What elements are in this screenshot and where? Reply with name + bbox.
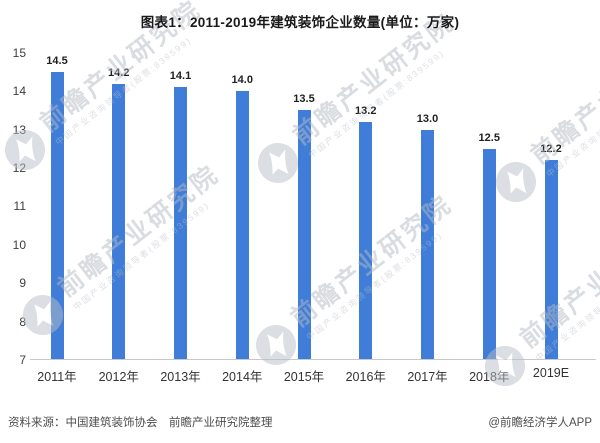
x-axis-line: [30, 359, 596, 360]
watermark-texts: 前瞻产业研究院中国产业咨询领导者(股票:839599): [286, 190, 465, 342]
bar-value-label: 13.5: [293, 93, 315, 106]
x-axis-category-label: 2017年: [407, 370, 448, 384]
watermark: 前瞻产业研究院中国产业咨询领导者(股票:839599): [487, 27, 600, 212]
bar-2018年: [482, 148, 496, 360]
x-axis-category-label: 2011年: [37, 370, 77, 384]
bar-2013年: [174, 87, 187, 360]
footer: 资料来源：中国建筑装饰协会 前瞻产业研究院整理 @前瞻经济学人APP: [8, 414, 592, 430]
x-axis-category-label: 2016年: [345, 370, 386, 384]
bar-value-label: 13.0: [416, 112, 439, 125]
x-axis-category-label: 2014年: [222, 370, 263, 384]
y-axis-tick-label: 14: [12, 84, 26, 99]
watermark-subtext: 中国产业咨询领导者(股票:839599): [533, 250, 600, 363]
watermark-text: 前瞻产业研究院: [52, 159, 225, 303]
bar-2017年: [421, 129, 434, 360]
bar-2011年: [50, 72, 64, 360]
bar-2015年: [297, 110, 311, 360]
watermark-text: 前瞻产业研究院: [515, 211, 600, 354]
x-axis-category-label: 2015年: [283, 370, 325, 384]
y-axis-tick-label: 7: [19, 353, 26, 367]
bar-value-label: 12.2: [540, 143, 562, 156]
y-axis-tick-label: 15: [12, 45, 26, 60]
x-axis-category-label: 2013年: [160, 370, 201, 384]
x-axis-category-label: 2019E: [532, 366, 570, 380]
bar-value-label: 14.0: [231, 74, 253, 87]
x-axis-category-label: 2018年: [469, 370, 510, 384]
x-axis-category-label: 2012年: [98, 370, 139, 384]
watermark-texts: 前瞻产业研究院中国产业咨询领导者(股票:839599): [52, 159, 232, 312]
y-axis-tick-label: 9: [19, 276, 26, 291]
y-axis-tick-label: 11: [13, 199, 26, 214]
bar-2014年: [235, 91, 249, 360]
brand-credit: @前瞻经济学人APP: [488, 417, 592, 429]
watermark-subtext: 中国产业咨询领导者(股票:839599): [306, 47, 447, 160]
bar-value-label: 14.5: [46, 55, 68, 67]
watermark-subtext: 中国产业咨询领导者(股票:839599): [71, 199, 212, 312]
watermark-subtext: 中国产业咨询领导者(股票:839599): [53, 34, 194, 147]
bar-2012年: [112, 83, 126, 360]
bar-2016年: [359, 121, 373, 360]
chart-title: 图表1：2011-2019年建筑装饰企业数量(单位：万家): [140, 15, 460, 30]
source-note: 资料来源：中国建筑装饰协会 前瞻产业研究院整理: [8, 417, 273, 429]
bar-value-label: 14.2: [108, 66, 130, 79]
bar-value-label: 13.2: [355, 104, 377, 117]
watermark-texts: 前瞻产业研究院中国产业咨询领导者(股票:839599): [288, 8, 467, 160]
y-axis-tick-label: 8: [19, 314, 26, 329]
bar-value-label: 14.1: [169, 70, 192, 83]
bar-2019E: [544, 160, 558, 360]
watermark-texts: 前瞻产业研究院中国产业咨询领导者(股票:839599): [526, 27, 600, 179]
watermark-subtext: 中国产业咨询领导者(股票:839599): [304, 229, 445, 342]
y-axis-tick-label: 10: [12, 237, 26, 252]
bar-value-label: 12.5: [478, 131, 500, 144]
y-axis-tick-label: 12: [12, 161, 26, 175]
y-axis-tick-label: 13: [12, 122, 26, 137]
